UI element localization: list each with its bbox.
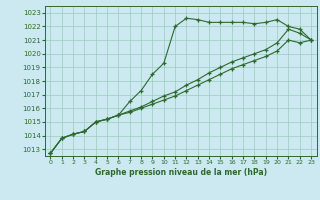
X-axis label: Graphe pression niveau de la mer (hPa): Graphe pression niveau de la mer (hPa): [95, 168, 267, 177]
